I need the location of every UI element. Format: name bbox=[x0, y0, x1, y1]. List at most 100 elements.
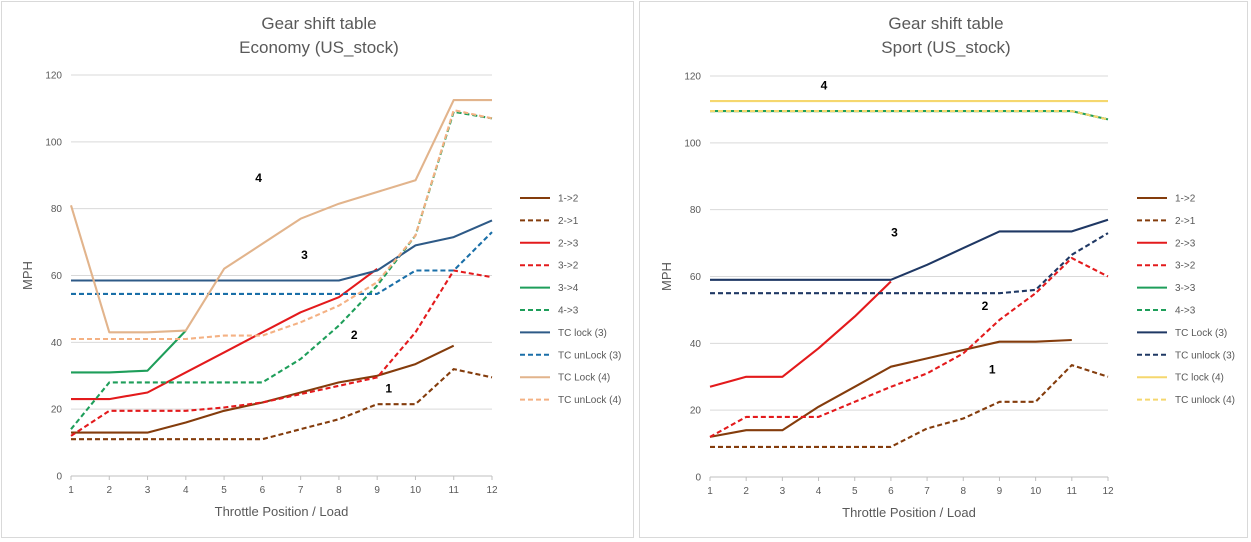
series-line-tc-lock-3- bbox=[710, 218, 1109, 281]
region-annotation: 1 bbox=[989, 362, 996, 376]
y-tick-label: 40 bbox=[51, 338, 63, 349]
sport-y-axis-label: MPH bbox=[659, 262, 674, 291]
x-tick-label: 8 bbox=[960, 486, 966, 497]
legend-entry: TC unlock (4) bbox=[1175, 395, 1235, 406]
x-tick-label: 5 bbox=[221, 485, 227, 496]
x-tick-label: 2 bbox=[106, 485, 112, 496]
region-annotation: 2 bbox=[982, 299, 989, 313]
legend-entry: 4->3 bbox=[558, 306, 579, 317]
sport-x-axis-label: Throttle Position / Load bbox=[842, 505, 976, 520]
legend-entry: 3->2 bbox=[558, 261, 579, 272]
x-tick-label: 1 bbox=[68, 485, 74, 496]
y-tick-label: 60 bbox=[51, 271, 63, 282]
sport-chart-subtitle: Sport (US_stock) bbox=[881, 38, 1010, 57]
series-line-3-2 bbox=[709, 257, 1109, 438]
legend-entry: 2->1 bbox=[558, 216, 579, 227]
x-tick-label: 9 bbox=[997, 486, 1003, 497]
y-tick-label: 20 bbox=[690, 406, 702, 417]
x-tick-label: 8 bbox=[336, 485, 342, 496]
x-tick-label: 11 bbox=[1067, 486, 1078, 497]
y-tick-label: 60 bbox=[690, 272, 702, 283]
series-line-tc-lock-4- bbox=[69, 99, 492, 334]
legend-entry: 1->2 bbox=[1175, 194, 1196, 205]
x-tick-label: 12 bbox=[486, 485, 498, 496]
x-tick-label: 12 bbox=[1102, 486, 1114, 497]
series-line-tc-unlock-3- bbox=[710, 232, 1109, 295]
economy-legend: 1->2 2->1 2->3 3->2 3->4 4->3 TC lock (3) TC un… bbox=[520, 194, 621, 406]
series-line-3-3 bbox=[710, 110, 1109, 121]
legend-entry: TC lock (4) bbox=[1175, 373, 1224, 384]
y-tick-label: 100 bbox=[45, 137, 62, 148]
series-line-tc-unlock-4- bbox=[710, 110, 1109, 121]
economy-chart: Gear shift table Economy (US_stock) 0 20 40 6… bbox=[20, 14, 621, 519]
economy-y-axis-label: MPH bbox=[20, 261, 35, 290]
x-tick-label: 6 bbox=[888, 486, 894, 497]
legend-entry: TC unlock (3) bbox=[1175, 350, 1235, 361]
y-tick-label: 100 bbox=[684, 138, 701, 149]
y-tick-label: 80 bbox=[51, 204, 63, 215]
sport-legend: 1->2 2->1 2->3 3->2 3->3 4->3 TC Lock (3) TC un… bbox=[1137, 194, 1235, 406]
region-annotation: 3 bbox=[891, 225, 898, 239]
legend-entry: 2->1 bbox=[1175, 216, 1196, 227]
series-line-3-4 bbox=[71, 329, 187, 374]
x-tick-label: 9 bbox=[374, 485, 380, 496]
x-tick-label: 10 bbox=[1030, 486, 1042, 497]
x-tick-label: 10 bbox=[410, 485, 422, 496]
series-line-2-1 bbox=[71, 368, 493, 441]
economy-chart-subtitle: Economy (US_stock) bbox=[239, 38, 399, 57]
region-annotation: 1 bbox=[385, 381, 392, 395]
economy-chart-panel: Gear shift table Economy (US_stock) 0 20 40 6… bbox=[1, 1, 634, 538]
x-tick-label: 3 bbox=[145, 485, 151, 496]
series-line-2-1 bbox=[710, 364, 1109, 448]
y-tick-label: 0 bbox=[56, 472, 62, 483]
y-tick-label: 0 bbox=[695, 473, 701, 484]
region-annotation: 3 bbox=[301, 248, 308, 262]
series-line-tc-unlock-4- bbox=[71, 109, 493, 341]
series-line-tc-unlock-3- bbox=[71, 231, 493, 295]
legend-entry: 4->3 bbox=[1175, 306, 1196, 317]
x-tick-label: 4 bbox=[816, 486, 822, 497]
series-line-3-2 bbox=[70, 269, 493, 437]
x-tick-label: 7 bbox=[924, 486, 930, 497]
sport-series-group bbox=[709, 100, 1109, 448]
x-tick-label: 3 bbox=[780, 486, 786, 497]
legend-entry: 2->3 bbox=[1175, 238, 1196, 249]
economy-gridlines bbox=[71, 74, 492, 477]
region-annotation: 4 bbox=[255, 171, 262, 185]
x-tick-label: 11 bbox=[449, 485, 460, 496]
sport-chart: Gear shift table Sport (US_stock) 0 20 40 60 8… bbox=[659, 14, 1235, 520]
legend-entry: 3->3 bbox=[1175, 283, 1196, 294]
series-line-4-3 bbox=[710, 110, 1109, 121]
economy-series-group bbox=[69, 99, 493, 441]
legend-entry: TC Lock (4) bbox=[558, 373, 610, 384]
economy-chart-title: Gear shift table bbox=[261, 14, 376, 33]
legend-entry: 2->3 bbox=[558, 238, 579, 249]
legend-entry: 3->2 bbox=[1175, 261, 1196, 272]
legend-entry: TC unLock (3) bbox=[558, 350, 621, 361]
legend-entry: TC lock (3) bbox=[558, 328, 607, 339]
y-tick-label: 120 bbox=[684, 72, 701, 83]
series-line-2-3 bbox=[709, 280, 892, 388]
y-tick-label: 80 bbox=[690, 205, 702, 216]
sport-chart-panel: Gear shift table Sport (US_stock) 0 20 40 60 8… bbox=[639, 1, 1248, 538]
economy-x-axis-label: Throttle Position / Load bbox=[215, 504, 349, 519]
legend-entry: TC Lock (3) bbox=[1175, 328, 1227, 339]
region-annotation: 2 bbox=[351, 328, 358, 342]
series-line-2-3 bbox=[71, 267, 378, 401]
x-tick-label: 7 bbox=[298, 485, 304, 496]
x-tick-label: 1 bbox=[707, 486, 713, 497]
x-tick-label: 4 bbox=[183, 485, 189, 496]
series-line-tc-lock-3- bbox=[71, 219, 493, 282]
y-tick-label: 120 bbox=[45, 71, 62, 82]
legend-entry: 3->4 bbox=[558, 283, 579, 294]
x-tick-label: 6 bbox=[260, 485, 266, 496]
y-tick-label: 40 bbox=[690, 339, 702, 350]
legend-entry: TC unLock (4) bbox=[558, 395, 621, 406]
series-line-1-2 bbox=[71, 344, 455, 434]
series-line-1-2 bbox=[709, 338, 1072, 438]
legend-entry: 1->2 bbox=[558, 194, 579, 205]
sport-chart-title: Gear shift table bbox=[888, 14, 1003, 33]
region-annotation: 4 bbox=[821, 78, 828, 92]
x-tick-label: 5 bbox=[852, 486, 858, 497]
x-tick-label: 2 bbox=[743, 486, 749, 497]
